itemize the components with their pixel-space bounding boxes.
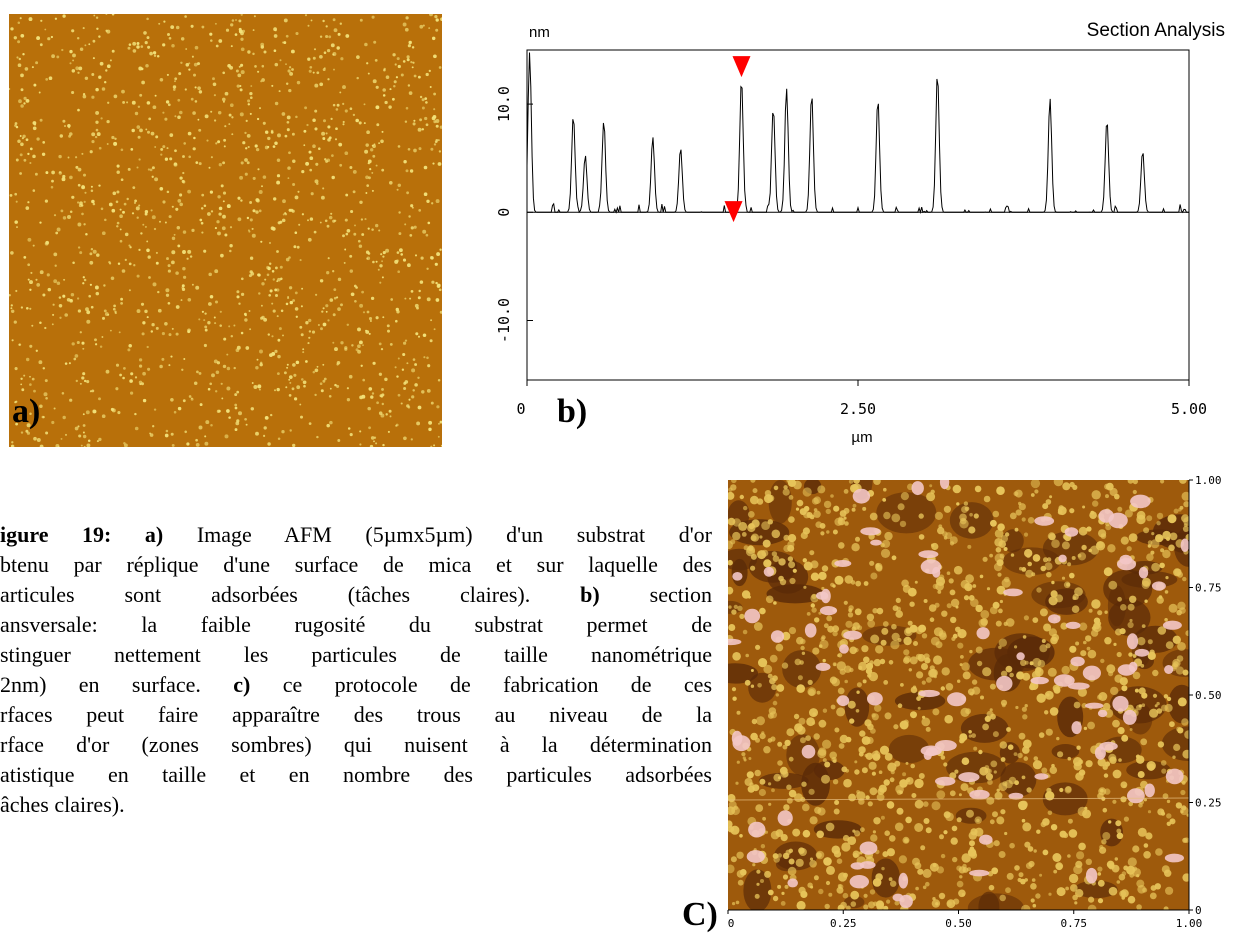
afm-surface-c xyxy=(728,480,1189,910)
panel-label-c: C) xyxy=(682,896,718,933)
section-analysis-chart: Section Analysis nm µm 10.0 0 -10.0 0 2.50 5.… xyxy=(495,20,1225,446)
y-tick-label: 0 xyxy=(495,208,513,217)
afm-image-c xyxy=(728,480,1189,910)
caption-text: articules sont adsorbées (tâches claires… xyxy=(0,582,581,607)
chart-xlabel: µm xyxy=(851,429,872,446)
afm-image-c-axes: 0 0.25 0.50 0.75 1.00 1.00 0.75 0.50 0.25 0 xyxy=(727,474,1222,930)
caption-line: rfaces peut faire apparaître des trous a… xyxy=(0,700,712,730)
chart-ylabel: nm xyxy=(529,24,550,41)
caption-text: btenu par réplique d'une surface de mica… xyxy=(0,552,712,577)
caption-text: rface d'or (zones sombres) qui nuisent à… xyxy=(0,732,712,757)
y-tick-label: 10.0 xyxy=(495,86,513,122)
c-y-tick-label: 0.50 xyxy=(1195,689,1222,702)
y-tick-label: -10.0 xyxy=(495,298,513,343)
section-profile-line xyxy=(526,52,1189,215)
caption-bold: b) xyxy=(580,582,600,607)
caption-line: btenu par réplique d'une surface de mica… xyxy=(0,550,712,580)
caption-text: ce protocole de fabrication de ces xyxy=(250,672,712,697)
plot-frame xyxy=(526,49,1190,381)
caption-text: 2nm) en surface. xyxy=(0,672,234,697)
x-tick-label: 2.50 xyxy=(840,400,876,418)
caption-text: ansversale: la faible rugosité du substr… xyxy=(0,612,712,637)
c-x-tick-label: 0.25 xyxy=(830,917,857,930)
caption-text: rfaces peut faire apparaître des trous a… xyxy=(0,702,712,727)
figure-caption: igure 19: a) Image AFM (5µmx5µm) d'un su… xyxy=(0,520,712,820)
caption-line: atistique en taille et en nombre des par… xyxy=(0,760,712,790)
caption-line: ansversale: la faible rugosité du substr… xyxy=(0,610,712,640)
chart-title: Section Analysis xyxy=(1087,20,1225,41)
afm-surface-a xyxy=(9,14,442,447)
cursor-marker xyxy=(724,201,743,223)
c-y-tick-label: 1.00 xyxy=(1195,474,1222,487)
caption-text: atistique en taille et en nombre des par… xyxy=(0,762,712,787)
afm-image-a xyxy=(9,14,442,447)
x-tick-label: 0 xyxy=(516,400,525,418)
chart-plot-area: 10.0 0 -10.0 0 2.50 5.00 xyxy=(495,49,1207,418)
x-tick-label: 5.00 xyxy=(1171,400,1207,418)
panel-label-a: a) xyxy=(12,393,41,430)
caption-bold: c) xyxy=(233,672,251,697)
caption-line: âches claires). xyxy=(0,790,712,820)
c-y-tick-label: 0.25 xyxy=(1195,797,1222,810)
c-x-tick-label: 0 xyxy=(728,917,735,930)
panel-label-b: b) xyxy=(557,393,588,430)
caption-line: igure 19: a) Image AFM (5µmx5µm) d'un su… xyxy=(0,520,712,550)
caption-text: stinguer nettement les particules de tai… xyxy=(0,642,712,667)
cursor-marker xyxy=(732,56,751,78)
caption-line: articules sont adsorbées (tâches claires… xyxy=(0,580,712,610)
c-y-tick-label: 0 xyxy=(1195,904,1202,917)
c-x-tick-label: 0.50 xyxy=(945,917,972,930)
caption-bold: igure 19: a) xyxy=(0,522,164,547)
caption-line: stinguer nettement les particules de tai… xyxy=(0,640,712,670)
caption-line: rface d'or (zones sombres) qui nuisent à… xyxy=(0,730,712,760)
caption-text: section xyxy=(599,582,712,607)
c-x-tick-label: 1.00 xyxy=(1176,917,1203,930)
caption-line: 2nm) en surface. c) ce protocole de fabr… xyxy=(0,670,712,700)
caption-text: âches claires). xyxy=(0,792,125,817)
caption-text: Image AFM (5µmx5µm) d'un substrat d'or xyxy=(163,522,712,547)
c-x-tick-label: 0.75 xyxy=(1061,917,1088,930)
c-y-tick-label: 0.75 xyxy=(1195,582,1222,595)
